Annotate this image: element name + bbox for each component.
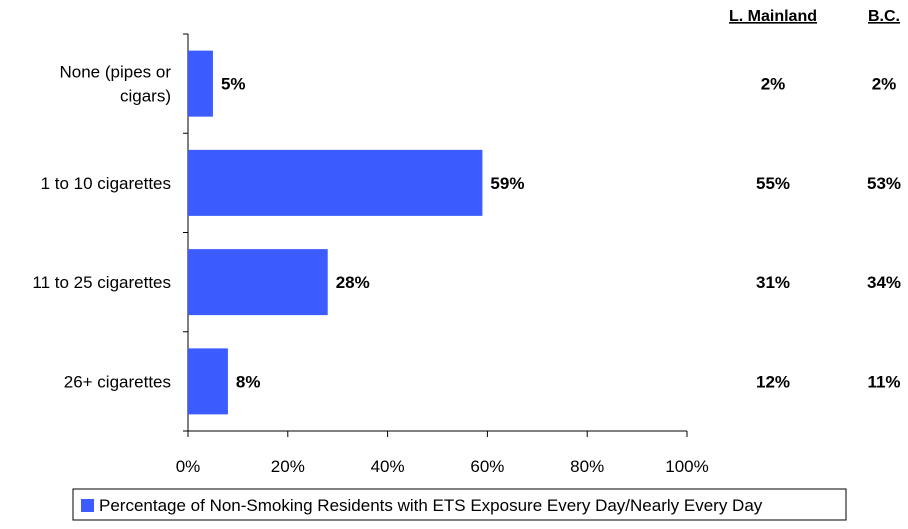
category-label: 1 to 10 cigarettes	[41, 174, 171, 193]
x-tick-label: 20%	[271, 457, 305, 476]
x-tick-label: 100%	[665, 457, 708, 476]
comparison-column-value: 31%	[756, 273, 790, 292]
x-tick-labels: 0% 20% 40% 60% 80% 100%	[176, 457, 709, 476]
comparison-columns: L. Mainland 2% 55% 31% 12% B.C. 2% 53% 34% 11%	[729, 8, 901, 391]
x-tick-label: 60%	[470, 457, 504, 476]
comparison-column-value: 34%	[867, 273, 901, 292]
bar-value-label: 59%	[490, 174, 524, 193]
category-labels: None (pipes or cigars) 1 to 10 cigarettes 1…	[32, 63, 171, 392]
comparison-column-value: 55%	[756, 174, 790, 193]
legend-box	[72, 488, 847, 521]
bar-group: 5% 59% 28% 8%	[188, 50, 524, 415]
legend: Percentage of Non-Smoking Residents with…	[72, 488, 847, 521]
legend-label: Percentage of Non-Smoking Residents with…	[99, 496, 763, 515]
bar-value-label: 28%	[336, 273, 370, 292]
bar	[188, 149, 483, 216]
x-tick-label: 40%	[371, 457, 405, 476]
category-label: None (pipes or	[59, 63, 171, 82]
bar-value-label: 5%	[221, 75, 246, 94]
comparison-column-header: B.C.	[868, 8, 900, 25]
comparison-column-header: L. Mainland	[729, 8, 817, 25]
category-label: 11 to 25 cigarettes	[32, 273, 171, 292]
comparison-column-value: 11%	[867, 372, 900, 391]
comparison-column-value: 2%	[761, 75, 786, 94]
x-tick-label: 80%	[570, 457, 604, 476]
comparison-column-value: 53%	[867, 174, 901, 193]
bar	[188, 50, 213, 117]
bar	[188, 348, 228, 415]
bar	[188, 249, 328, 316]
x-tick-label: 0%	[176, 457, 201, 476]
category-label: cigars)	[120, 87, 171, 106]
comparison-column-value: 2%	[872, 75, 897, 94]
legend-swatch	[81, 499, 94, 512]
comparison-column-value: 12%	[756, 372, 790, 391]
bar-value-label: 8%	[236, 372, 261, 391]
category-label: 26+ cigarettes	[64, 372, 171, 391]
